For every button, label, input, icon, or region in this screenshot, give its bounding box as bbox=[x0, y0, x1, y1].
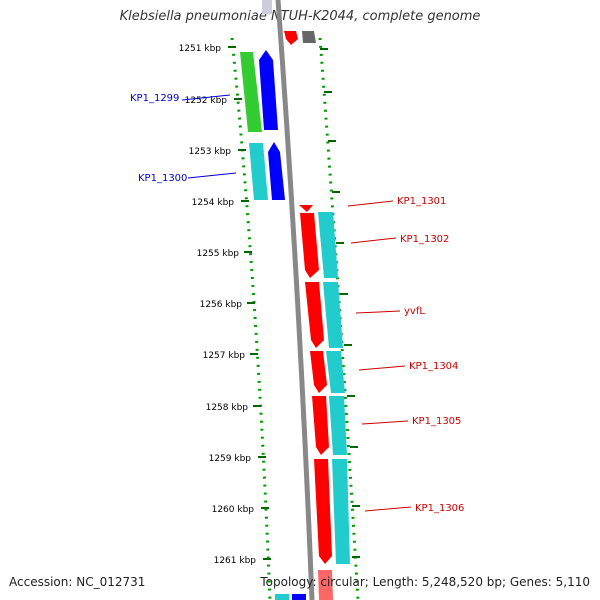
leader-line bbox=[347, 200, 394, 207]
topology-text: Topology: circular; Length: 5,248,520 bp… bbox=[260, 575, 590, 589]
gene-arrow-top-red bbox=[284, 31, 298, 45]
left-dotted-ring bbox=[230, 37, 272, 600]
leader-line bbox=[181, 94, 231, 101]
gene-label[interactable]: KP1_1302 bbox=[400, 234, 449, 245]
gene-label[interactable]: KP1_1305 bbox=[412, 416, 461, 427]
tick-label: 1255 kbp bbox=[197, 249, 240, 259]
leader-line bbox=[358, 365, 406, 371]
leader-line bbox=[361, 420, 409, 425]
gene-kp1-1306-red bbox=[314, 459, 332, 564]
gene-kp1-1304-red bbox=[310, 351, 327, 393]
tick-label: 1252 kbp bbox=[185, 96, 228, 106]
gene-kp1-1300-cyan bbox=[249, 143, 268, 200]
gene-labels: KP1_1299 KP1_1300 KP1_1301 KP1_1302 yvfL… bbox=[130, 93, 464, 514]
leader-line bbox=[350, 237, 397, 244]
gene-kp1-1299-blue bbox=[259, 50, 278, 130]
gene-arrow-top-gray bbox=[302, 31, 316, 43]
tick-label: 1258 kbp bbox=[206, 403, 249, 413]
genome-backbone bbox=[275, 0, 315, 600]
tick-label: 1256 kbp bbox=[200, 300, 243, 310]
tick-label: 1259 kbp bbox=[209, 454, 252, 464]
gene-kp1-1301-red bbox=[299, 205, 313, 212]
gene-label[interactable]: KP1_1301 bbox=[397, 196, 446, 207]
gene-kp1-1305-red bbox=[312, 396, 329, 455]
gene-label[interactable]: KP1_1304 bbox=[409, 361, 458, 372]
gene-top-partial bbox=[262, 0, 272, 14]
gene-kp1-1299-green bbox=[240, 52, 262, 132]
gene-label[interactable]: KP1_1306 bbox=[415, 503, 464, 514]
gene-bottom-partial-red bbox=[318, 570, 333, 600]
scale-ticks: 1251 kbp 1252 kbp 1253 kbp 1254 kbp 1255… bbox=[179, 44, 360, 566]
leader-line bbox=[364, 506, 412, 512]
gene-label[interactable]: KP1_1300 bbox=[138, 173, 187, 184]
accession-text: Accession: NC_012731 bbox=[9, 575, 146, 589]
gene-yvfl-red bbox=[305, 282, 324, 348]
leader-line bbox=[355, 310, 401, 314]
tick-label: 1251 kbp bbox=[179, 44, 222, 54]
map-title: Klebsiella pneumoniae NTUH-K2044, comple… bbox=[119, 9, 481, 24]
gene-bottom-partial-blue bbox=[292, 594, 306, 600]
gene-bottom-partial-cyan bbox=[275, 594, 289, 600]
tick-label: 1257 kbp bbox=[203, 351, 246, 361]
gene-kp1-1306-cyan bbox=[332, 459, 350, 564]
gene-kp1-1300-blue bbox=[268, 142, 285, 200]
gene-kp1-1302-red bbox=[300, 213, 319, 278]
tick-label: 1260 kbp bbox=[212, 505, 255, 515]
tick-label: 1253 kbp bbox=[189, 147, 232, 157]
gene-label[interactable]: KP1_1299 bbox=[130, 93, 179, 104]
gene-kp1-1305-cyan bbox=[329, 396, 347, 455]
tick-label: 1254 kbp bbox=[192, 198, 235, 208]
tick-label: 1261 kbp bbox=[214, 556, 257, 566]
gene-yvfl-cyan bbox=[323, 282, 343, 348]
gene-kp1-1304-cyan bbox=[326, 351, 345, 393]
gene-label[interactable]: yvfL bbox=[404, 306, 425, 317]
gene-kp1-1302-cyan bbox=[318, 212, 338, 278]
leader-line bbox=[187, 172, 237, 179]
